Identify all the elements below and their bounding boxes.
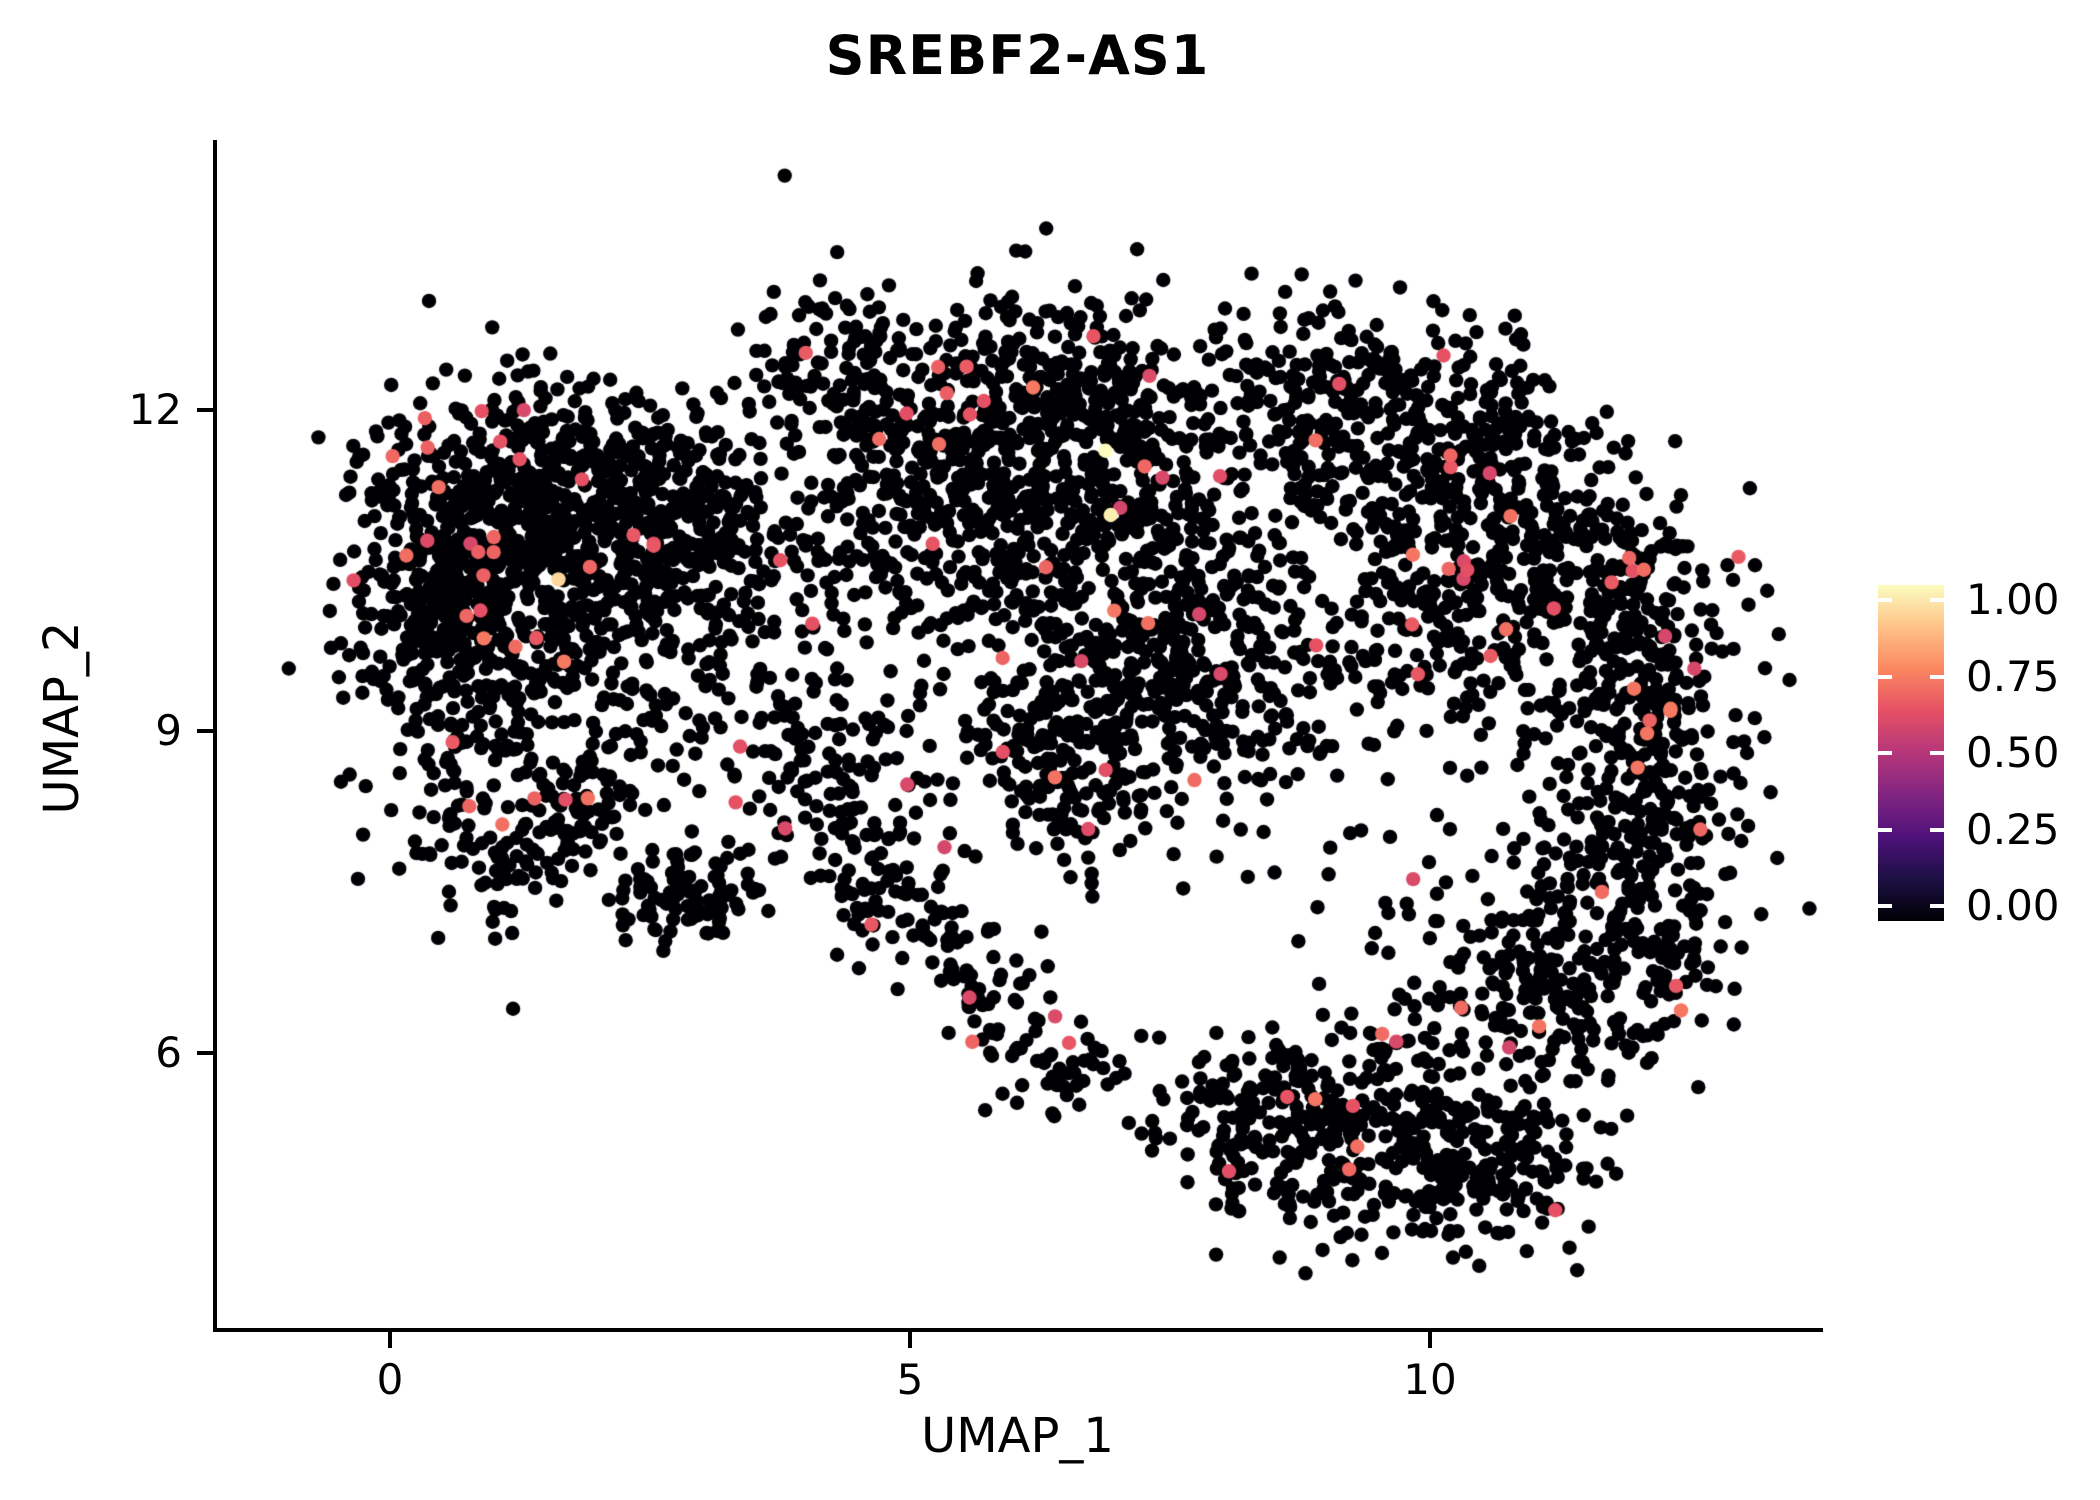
colorbar-tick [1878, 904, 1892, 908]
colorbar-tick [1930, 828, 1944, 832]
y-tick-mark [197, 729, 213, 733]
x-tick-mark [908, 1332, 912, 1348]
colorbar-label: 1.00 [1966, 575, 2060, 624]
colorbar-tick [1930, 751, 1944, 755]
colorbar-tick [1878, 828, 1892, 832]
colorbar-tick [1878, 675, 1892, 679]
colorbar-label: 0.00 [1966, 881, 2060, 930]
plot-title: SREBF2-AS1 [825, 24, 1210, 87]
x-tick-label: 10 [1403, 1355, 1457, 1404]
x-tick-label: 5 [896, 1355, 924, 1404]
y-tick-label: 6 [155, 1028, 182, 1077]
y-axis-line [213, 140, 217, 1332]
colorbar [1878, 585, 1944, 921]
y-tick-label: 12 [128, 385, 182, 434]
x-axis-line [213, 1328, 1823, 1332]
x-axis-title: UMAP_1 [921, 1408, 1114, 1464]
x-tick-mark [388, 1332, 392, 1348]
x-tick-label: 0 [376, 1355, 404, 1404]
x-tick-mark [1428, 1332, 1432, 1348]
colorbar-label: 0.25 [1966, 805, 2060, 854]
colorbar-label: 0.50 [1966, 728, 2060, 777]
colorbar-tick [1930, 598, 1944, 602]
colorbar-tick [1878, 598, 1892, 602]
colorbar-tick [1878, 751, 1892, 755]
y-tick-label: 9 [155, 706, 182, 755]
y-tick-mark [197, 408, 213, 412]
colorbar-tick [1930, 904, 1944, 908]
colorbar-label: 0.75 [1966, 652, 2060, 701]
colorbar-tick [1930, 675, 1944, 679]
y-tick-mark [197, 1051, 213, 1055]
y-axis-title: UMAP_2 [34, 621, 90, 815]
